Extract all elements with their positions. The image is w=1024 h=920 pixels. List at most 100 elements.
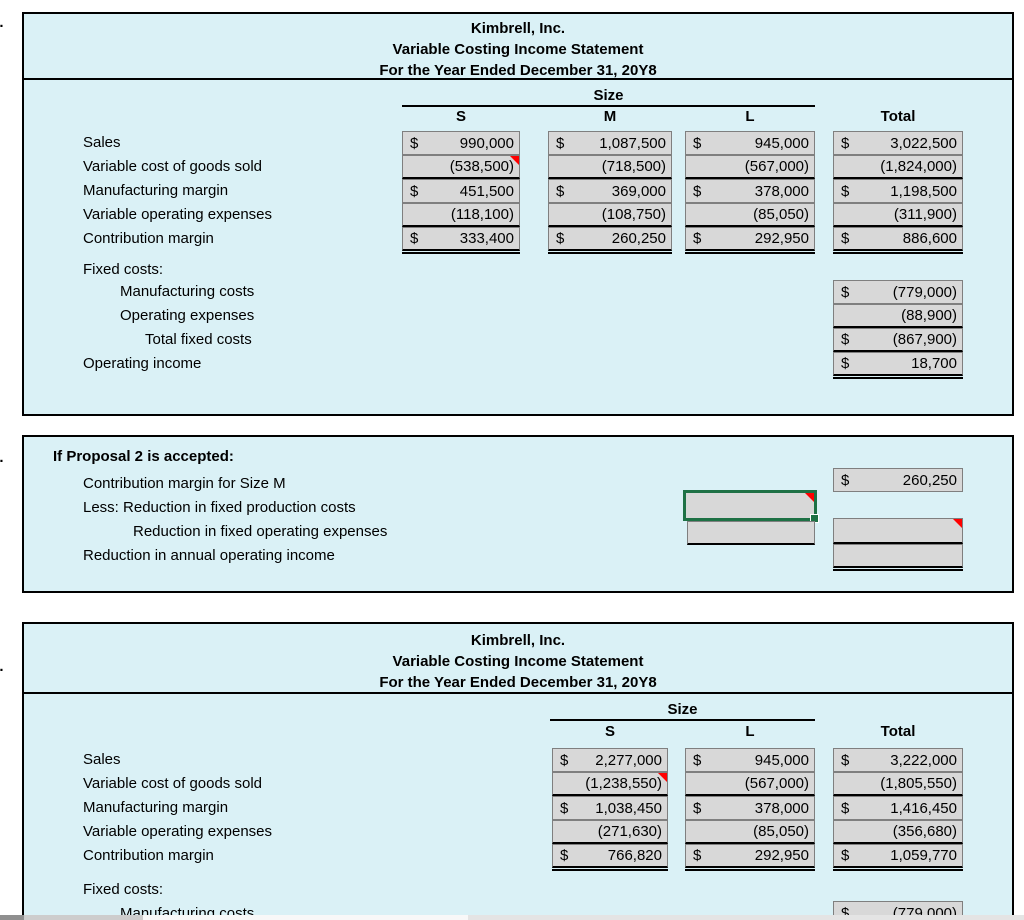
comment-indicator-icon — [953, 519, 962, 528]
row-label-contrib-margin-m: Contribution margin for Size M — [83, 475, 286, 492]
cell-contribmargin-s[interactable]: $333,400 — [402, 227, 520, 251]
cell-contribmargin-s[interactable]: $766,820 — [552, 844, 668, 868]
double-underline — [552, 869, 668, 873]
column-total-cells: $3,022,500 (1,824,000) $1,198,500 (311,9… — [833, 131, 963, 256]
cell-operating-income[interactable]: $18,700 — [833, 352, 963, 376]
cell-vcogs-total[interactable]: (1,805,550) — [833, 772, 963, 796]
cell-fixed-mfg-costs[interactable]: $ (779,000) — [833, 280, 963, 304]
cell-sales-l[interactable]: $945,000 — [685, 131, 815, 155]
row-label-reduction-op-income: Reduction in annual operating income — [83, 547, 335, 564]
cell-sales-l[interactable]: $945,000 — [685, 748, 815, 772]
cell-contribmargin-total[interactable]: $886,600 — [833, 227, 963, 251]
reduction-subtotal-wrap — [833, 518, 963, 544]
cell-mfgmargin-m[interactable]: $369,000 — [548, 179, 672, 203]
double-underline — [833, 377, 963, 381]
company-name: Kimbrell, Inc. — [470, 632, 566, 649]
column-header-l: L — [745, 723, 755, 740]
cell-mfgmargin-s[interactable]: $1,038,450 — [552, 796, 668, 820]
income-statement-panel-1: Kimbrell, Inc. Variable Costing Income S… — [22, 12, 1014, 416]
cell-mfgmargin-l[interactable]: $378,000 — [685, 796, 815, 820]
cell-varopex-l[interactable]: (85,050) — [685, 820, 815, 844]
cell-reduction-op-income[interactable] — [833, 544, 963, 568]
double-underline — [685, 869, 815, 873]
row-label-sales: Sales — [83, 751, 121, 768]
cell-vcogs-m[interactable]: (718,500) — [548, 155, 672, 179]
cell-contribmargin-total[interactable]: $1,059,770 — [833, 844, 963, 868]
comment-indicator-icon — [510, 156, 519, 165]
cell-contrib-margin-m[interactable]: $260,250 — [833, 468, 963, 492]
proposal-2-panel: If Proposal 2 is accepted: Contribution … — [22, 435, 1014, 593]
column-header-total: Total — [880, 723, 916, 740]
column-total-cells: $3,222,000 (1,805,550) $1,416,450 (356,6… — [833, 748, 963, 873]
fixed-costs-header: Fixed costs: — [83, 881, 164, 898]
selected-cell-fixed-prod-input[interactable] — [683, 490, 819, 523]
row-label-total-fixed-costs: Total fixed costs — [145, 331, 252, 348]
fixed-costs-header: Fixed costs: — [83, 261, 164, 278]
cell-varopex-s[interactable]: (118,100) — [402, 203, 520, 227]
cell-mfgmargin-l[interactable]: $378,000 — [685, 179, 815, 203]
fixed-opex-input-wrap — [687, 521, 815, 545]
cell-contribmargin-m[interactable]: $260,250 — [548, 227, 672, 251]
cell-sales-s[interactable]: $990,000 — [402, 131, 520, 155]
column-s-cells: $990,000 (538,500) $451,500 (118,100) $3… — [402, 131, 520, 256]
column-header-l: L — [745, 108, 755, 125]
fixed-total-cells: $ (779,000) (88,900) $ (867,900) $18,700 — [833, 280, 963, 381]
cell-sales-total[interactable]: $3,022,500 — [833, 131, 963, 155]
row-label-variable-cogs: Variable cost of goods sold — [83, 158, 262, 175]
double-underline — [548, 252, 672, 256]
company-name: Kimbrell, Inc. — [470, 20, 566, 37]
row-label-variable-opex: Variable operating expenses — [83, 206, 273, 223]
statement-period: For the Year Ended December 31, 20Y8 — [379, 62, 657, 79]
item-number-2: 2. — [0, 449, 17, 466]
cell-varopex-total[interactable]: (311,900) — [833, 203, 963, 227]
cell-vcogs-l[interactable]: (567,000) — [685, 155, 815, 179]
double-underline — [685, 252, 815, 256]
cell-varopex-s[interactable]: (271,630) — [552, 820, 668, 844]
size-group-header: Size — [550, 702, 815, 721]
cell-vcogs-l[interactable]: (567,000) — [685, 772, 815, 796]
cell-sales-m[interactable]: $1,087,500 — [548, 131, 672, 155]
cell-mfgmargin-total[interactable]: $1,198,500 — [833, 179, 963, 203]
cell-varopex-m[interactable]: (108,750) — [548, 203, 672, 227]
cell-sales-total[interactable]: $3,222,000 — [833, 748, 963, 772]
cell-varopex-total[interactable]: (356,680) — [833, 820, 963, 844]
double-underline — [833, 569, 963, 573]
cell-fixed-opex-input[interactable] — [687, 521, 815, 545]
cell-vcogs-total[interactable]: (1,824,000) — [833, 155, 963, 179]
column-header-s: S — [604, 723, 615, 740]
cell-fixed-opex[interactable]: (88,900) — [833, 304, 963, 328]
double-underline — [833, 252, 963, 256]
cell-mfgmargin-s[interactable]: $451,500 — [402, 179, 520, 203]
cell-mfgmargin-total[interactable]: $1,416,450 — [833, 796, 963, 820]
column-l-cells: $945,000 (567,000) $378,000 (85,050) $29… — [685, 131, 815, 256]
comment-indicator-icon — [805, 493, 814, 502]
comment-indicator-icon — [658, 773, 667, 782]
cell-total-fixed-costs[interactable]: $ (867,900) — [833, 328, 963, 352]
cell-varopex-l[interactable]: (85,050) — [685, 203, 815, 227]
cell-contribmargin-l[interactable]: $292,950 — [685, 844, 815, 868]
cell-vcogs-s[interactable]: (1,238,550) — [552, 772, 668, 796]
item-number-1: 1. — [0, 14, 17, 31]
cell-contribmargin-l[interactable]: $292,950 — [685, 227, 815, 251]
column-m-cells: $1,087,500 (718,500) $369,000 (108,750) … — [548, 131, 672, 256]
column-s-cells: $2,277,000 (1,238,550) $1,038,450 (271,6… — [552, 748, 668, 873]
cell-sales-s[interactable]: $2,277,000 — [552, 748, 668, 772]
row-label-sales: Sales — [83, 134, 121, 151]
item-number-3: 3. — [0, 658, 17, 675]
cell-vcogs-s[interactable]: (538,500) — [402, 155, 520, 179]
row-label-manufacturing-margin: Manufacturing margin — [83, 799, 229, 816]
row-label-operating-income: Operating income — [83, 355, 202, 372]
column-l-cells: $945,000 (567,000) $378,000 (85,050) $29… — [685, 748, 815, 873]
row-label-reduction-fixed-opex: Reduction in fixed operating expenses — [133, 523, 388, 540]
bottom-bar-segment — [0, 915, 24, 920]
double-underline — [402, 252, 520, 256]
row-label-manufacturing-margin: Manufacturing margin — [83, 182, 229, 199]
bottom-bar-segment — [143, 915, 468, 920]
row-label-fixed-opex: Operating expenses — [120, 307, 255, 324]
bottom-bar-segment — [468, 915, 1024, 920]
cell-reduction-subtotal[interactable] — [833, 518, 963, 544]
income-statement-panel-3: Kimbrell, Inc. Variable Costing Income S… — [22, 622, 1014, 920]
statement-header: Kimbrell, Inc. Variable Costing Income S… — [24, 624, 1012, 694]
statement-header: Kimbrell, Inc. Variable Costing Income S… — [24, 14, 1012, 80]
